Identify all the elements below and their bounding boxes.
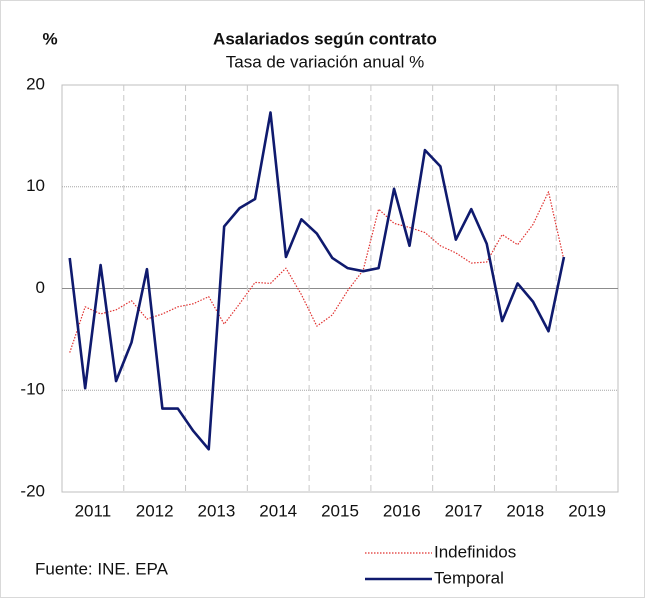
y-tick-label: -10 xyxy=(20,380,45,399)
series-line xyxy=(69,191,565,353)
x-tick-label: 2011 xyxy=(75,501,112,520)
legend-label: Indefinidos xyxy=(434,542,516,561)
chart-title: Asalariados según contrato xyxy=(213,29,437,48)
y-axis-label: % xyxy=(42,29,57,48)
x-tick-label: 2012 xyxy=(136,501,174,520)
x-tick-label: 2014 xyxy=(259,501,297,520)
x-tick-label: 2016 xyxy=(383,501,421,520)
y-tick-label: 0 xyxy=(36,278,45,297)
series-line xyxy=(68,111,566,451)
source: Fuente: INE. EPA xyxy=(35,559,169,578)
x-tick-label: 2015 xyxy=(321,501,359,520)
x-tick-label: 2017 xyxy=(445,501,483,520)
y-tick-label: -20 xyxy=(20,481,45,500)
x-tick-label: 2013 xyxy=(198,501,236,520)
x-tick-label: 2019 xyxy=(568,501,606,520)
chart-subtitle: Tasa de variación anual % xyxy=(226,52,424,71)
y-tick-label: 20 xyxy=(26,74,45,93)
x-tick-label: 2018 xyxy=(506,501,544,520)
y-tick-label: 10 xyxy=(26,176,45,195)
legend-label: Temporal xyxy=(434,568,504,587)
